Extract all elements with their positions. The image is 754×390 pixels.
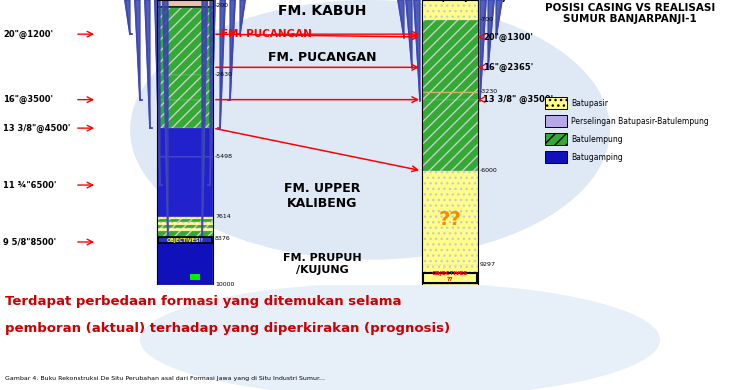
Bar [157,128,213,156]
Bar [157,0,213,285]
Bar [157,217,213,219]
Bar [157,222,213,225]
Polygon shape [406,0,412,67]
Text: 13 3/8"@4500': 13 3/8"@4500' [3,124,70,133]
Bar [422,92,478,99]
Polygon shape [125,0,130,34]
Text: OBJECTIVES!!: OBJECTIVES!! [167,238,204,243]
Bar [157,8,213,75]
Text: 9 5/8"8500': 9 5/8"8500' [3,238,56,246]
Text: FM. UPPER
KALIBENG: FM. UPPER KALIBENG [284,182,360,210]
Polygon shape [496,0,502,37]
Bar [422,20,478,21]
Text: FM. PRUPUH
/KUJUNG: FM. PRUPUH /KUJUNG [284,254,362,275]
Text: 20"@1200': 20"@1200' [3,30,53,39]
Bar [157,225,213,228]
Ellipse shape [130,0,610,260]
Bar [422,0,478,285]
Polygon shape [202,0,207,242]
Text: AKTUAL (Eksplorasi): AKTUAL (Eksplorasi) [394,0,506,2]
Text: -2630: -2630 [215,73,233,77]
Text: SUMUR BANJARPANJI-1: SUMUR BANJARPANJI-1 [563,14,697,24]
Text: -5498: -5498 [215,154,233,159]
Bar [422,0,478,20]
Text: ??: ?? [439,210,461,229]
Bar [157,156,213,217]
Bar [157,3,213,6]
Text: POSISI CASING VS REALISASI: POSISI CASING VS REALISASI [545,3,715,13]
Polygon shape [230,0,235,99]
Text: 16"@3500': 16"@3500' [3,95,53,104]
Polygon shape [480,0,486,99]
Text: 11 ¾"6500': 11 ¾"6500' [3,181,57,190]
Bar [157,238,213,285]
Text: Perselingan Batupasir-Batulempung: Perselingan Batupasir-Batulempung [571,117,709,126]
Bar [158,237,212,243]
Text: -200: -200 [215,3,229,8]
Bar [422,99,478,171]
Text: -6000: -6000 [480,168,498,173]
Text: PROGNOSIS: PROGNOSIS [152,0,217,2]
Polygon shape [488,0,494,67]
Text: OBJECTIVES
??: OBJECTIVES ?? [432,271,468,282]
Bar [545,151,567,163]
Bar [545,98,567,110]
Text: 9297: 9297 [480,262,496,267]
Bar [545,133,567,145]
Text: -700: -700 [480,18,494,23]
Bar [157,219,213,222]
Text: 16"@2365': 16"@2365' [483,63,533,72]
Bar [157,75,213,99]
Bar [422,0,478,20]
Text: Batugamping: Batugamping [571,153,623,162]
Bar [422,21,478,92]
Text: -3230: -3230 [480,89,498,94]
Polygon shape [414,0,420,99]
Text: FM. PUCANGAN: FM. PUCANGAN [221,29,312,39]
Polygon shape [210,0,215,185]
Bar [190,275,200,280]
Polygon shape [145,0,150,128]
Bar [545,115,567,128]
Bar [423,273,477,283]
Text: 13 3/8" @3500': 13 3/8" @3500' [483,95,553,104]
Polygon shape [163,0,168,242]
Polygon shape [155,0,160,185]
Text: 10000: 10000 [215,282,234,287]
Bar [422,265,478,285]
Bar [157,230,213,238]
Text: FM. KABUH: FM. KABUH [278,4,366,18]
Text: Terdapat perbedaan formasi yang ditemukan selama: Terdapat perbedaan formasi yang ditemuka… [5,295,401,308]
Text: pemboran (aktual) terhadap yang diperkirakan (prognosis): pemboran (aktual) terhadap yang diperkir… [5,322,450,335]
Text: Batulempung: Batulempung [571,135,623,144]
Bar [157,99,213,128]
Polygon shape [135,0,140,99]
Text: 8376: 8376 [215,236,231,241]
Bar [422,171,478,265]
Bar [157,6,213,8]
Bar [157,0,213,3]
Ellipse shape [140,282,660,390]
Text: Gambar 4. Buku Rekonstruksi De Situ Perubahan asal dari Formasi Jawa yang di Sit: Gambar 4. Buku Rekonstruksi De Situ Peru… [5,376,325,381]
Bar [157,228,213,230]
Text: FM. PUCANGAN: FM. PUCANGAN [268,51,377,64]
Polygon shape [240,0,245,34]
Polygon shape [398,0,404,37]
Text: 20"@1300': 20"@1300' [483,32,533,42]
Text: Batupasir: Batupasir [571,99,608,108]
Text: 7614: 7614 [215,214,231,219]
Polygon shape [220,0,225,128]
